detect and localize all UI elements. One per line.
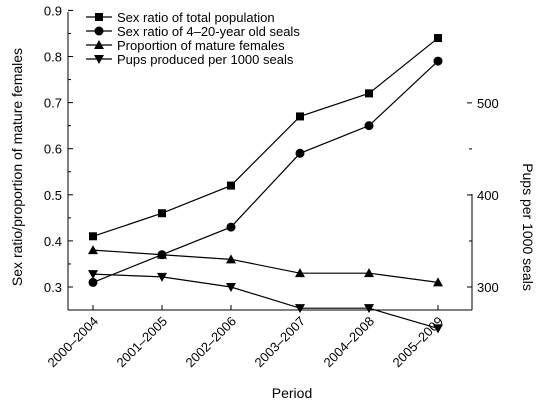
triangle-down-marker bbox=[226, 283, 236, 292]
x-tick-label: 2001–2005 bbox=[113, 314, 170, 371]
y-axis-title: Sex ratio/proportion of mature females bbox=[9, 48, 25, 286]
x-tick-label: 2000–2004 bbox=[44, 314, 101, 371]
legend-entry: Proportion of mature females bbox=[86, 38, 285, 53]
legend-label: Sex ratio of total population bbox=[117, 10, 275, 25]
triangle-up-marker bbox=[433, 277, 443, 287]
series-line bbox=[92, 37, 439, 237]
square-marker bbox=[227, 181, 235, 190]
triangle-down-marker bbox=[433, 324, 443, 334]
y2-tick-label: 400 bbox=[477, 188, 499, 203]
triangle-down-marker bbox=[88, 270, 98, 280]
triangle-up-marker bbox=[226, 254, 236, 264]
y2-tick-label: 500 bbox=[477, 96, 499, 111]
y-tick-label: 0.5 bbox=[44, 188, 62, 203]
legend-entry: Pups produced per 1000 seals bbox=[86, 52, 294, 67]
y2-tick-label: 300 bbox=[477, 280, 499, 295]
square-marker bbox=[296, 112, 304, 121]
square-marker bbox=[95, 13, 103, 21]
series-2 bbox=[88, 56, 443, 287]
y-tick-label: 0.8 bbox=[44, 50, 62, 65]
x-tick-label: 2004–2008 bbox=[320, 314, 377, 371]
legend-label: Sex ratio of 4–20-year old seals bbox=[117, 24, 300, 39]
y2-axis-title: Pups per 1000 seals bbox=[520, 163, 536, 291]
circle-marker bbox=[433, 56, 443, 66]
triangle-up-marker bbox=[295, 268, 305, 278]
triangle-up-marker bbox=[157, 249, 167, 259]
circle-marker bbox=[295, 148, 305, 158]
series-line bbox=[92, 273, 439, 330]
triangle-up-marker bbox=[364, 268, 374, 278]
square-marker bbox=[89, 232, 97, 241]
triangle-down-marker bbox=[94, 55, 104, 64]
legend-entry: Sex ratio of 4–20-year old seals bbox=[86, 24, 300, 39]
legend-label: Pups produced per 1000 seals bbox=[117, 52, 294, 67]
circle-marker bbox=[226, 222, 236, 232]
y-tick-label: 0.7 bbox=[44, 96, 62, 111]
circle-marker bbox=[364, 121, 374, 131]
y-tick-label: 0.6 bbox=[44, 142, 62, 157]
triangle-down-marker bbox=[364, 304, 374, 314]
triangle-down-marker bbox=[157, 272, 167, 282]
triangle-up-marker bbox=[88, 245, 98, 255]
legend-label: Proportion of mature females bbox=[117, 38, 285, 53]
y-tick-label: 0.3 bbox=[44, 280, 62, 295]
series-line bbox=[92, 60, 439, 283]
y-tick-label: 0.4 bbox=[44, 234, 62, 249]
legend-entry: Sex ratio of total population bbox=[86, 10, 275, 25]
square-marker bbox=[158, 209, 166, 218]
square-marker bbox=[365, 89, 373, 98]
y-tick-label: 0.9 bbox=[44, 3, 62, 18]
series-4 bbox=[88, 270, 443, 334]
circle-marker bbox=[88, 277, 98, 287]
series-3 bbox=[88, 245, 443, 287]
series-layer bbox=[88, 34, 443, 334]
x-tick-label: 2002–2006 bbox=[182, 314, 239, 371]
series-line bbox=[92, 249, 439, 283]
series-1 bbox=[89, 34, 442, 241]
square-marker bbox=[434, 34, 442, 43]
triangle-up-marker bbox=[94, 40, 104, 49]
x-tick-label: 2003–2007 bbox=[251, 314, 308, 371]
x-axis-title: Period bbox=[272, 385, 312, 401]
circle-marker bbox=[94, 26, 104, 36]
triangle-down-marker bbox=[295, 304, 305, 314]
